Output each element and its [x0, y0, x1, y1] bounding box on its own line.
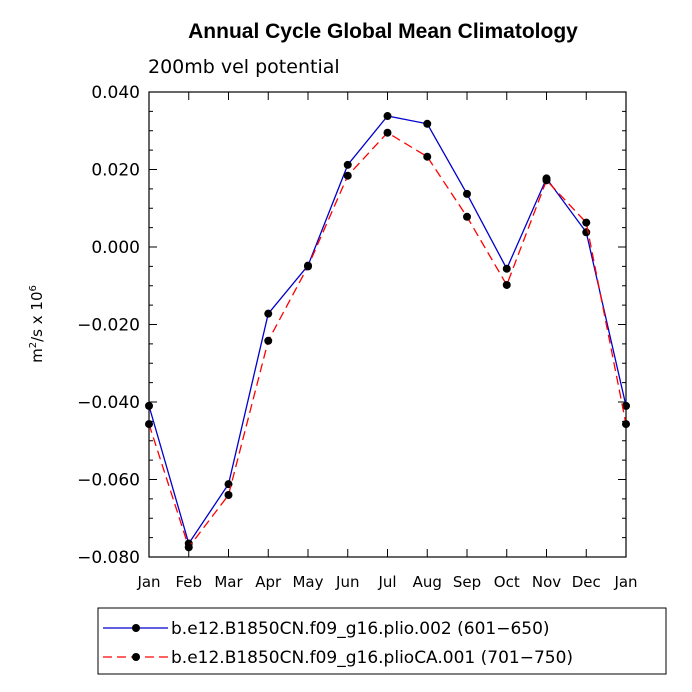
- x-tick-label: Aug: [413, 573, 442, 591]
- y-axis-label-exp1: 2: [28, 342, 39, 348]
- series-line-2: [148, 131, 627, 549]
- x-tick-label: Nov: [532, 573, 561, 591]
- legend-label-1: b.e12.B1850CN.f09_g16.plio.002 (601−650): [171, 619, 550, 639]
- series-2-point: [582, 218, 591, 227]
- x-tick-label: Jan: [136, 573, 160, 591]
- legend-box: [97, 607, 667, 675]
- series-1-point: [224, 480, 233, 489]
- series-1-point: [383, 112, 392, 121]
- chart-subtitle: 200mb vel potential: [148, 56, 340, 78]
- legend-label-2: b.e12.B1850CN.f09_g16.plioCA.001 (701−75…: [171, 648, 573, 668]
- chart-title: Annual Cycle Global Mean Climatology: [188, 20, 578, 43]
- x-tick-label: May: [292, 573, 323, 591]
- y-axis-label-exp2: 6: [28, 285, 39, 291]
- series-1-point: [423, 119, 432, 128]
- series-2-point: [145, 420, 153, 429]
- plot-frame: [148, 91, 627, 558]
- legend-marker-2: [132, 653, 140, 661]
- series-2-point: [343, 171, 352, 180]
- series-line-1: [148, 115, 627, 545]
- x-tick-label: Oct: [494, 573, 520, 591]
- series-2-point: [542, 176, 551, 185]
- x-tick-label: Sep: [453, 573, 481, 591]
- y-axis-label-mid: /s x 10: [28, 292, 46, 342]
- y-tick-label: 0.000: [91, 238, 140, 258]
- series-1-point: [145, 401, 153, 410]
- series-2-point: [463, 212, 471, 221]
- y-tick-label: −0.020: [77, 316, 140, 336]
- series-1-point: [582, 228, 591, 237]
- series-2-point: [224, 491, 233, 499]
- x-tick-label: Feb: [175, 573, 202, 591]
- series-1-point: [622, 401, 630, 410]
- series-2-point: [423, 152, 432, 161]
- series-2-point: [184, 543, 193, 552]
- y-tick-label: 0.040: [91, 83, 140, 103]
- series-1-point: [463, 189, 471, 198]
- x-tick-label: Jan: [613, 573, 637, 591]
- y-tick-label: −0.080: [77, 548, 140, 568]
- series-1-point: [502, 264, 511, 273]
- series-1-point: [264, 309, 273, 318]
- legend: b.e12.B1850CN.f09_g16.plio.002 (601−650)…: [97, 607, 667, 675]
- x-tick-label: Apr: [255, 573, 282, 591]
- x-tick-label: Mar: [214, 573, 243, 591]
- y-tick-label: −0.060: [77, 471, 140, 491]
- y-tick-label: −0.040: [77, 393, 140, 413]
- series-2-point: [502, 280, 511, 289]
- series-1-point: [343, 160, 352, 169]
- x-tick-label: Jul: [377, 573, 396, 591]
- y-axis-label: m2/s x 106: [28, 285, 46, 363]
- series-2-point: [304, 262, 312, 271]
- series-2-point: [264, 336, 273, 345]
- legend-marker-1: [132, 624, 140, 632]
- series-2-point: [383, 128, 392, 137]
- x-tick-label: Dec: [572, 573, 601, 591]
- y-tick-label: 0.020: [91, 161, 140, 181]
- plot-area: 0.040 0.020 0.000 −0.020 −0.040 −0.060 −0.080 J…: [77, 83, 637, 591]
- y-axis-label-base: m: [28, 348, 46, 363]
- series-2-point: [622, 420, 630, 429]
- x-tick-label: Jun: [335, 573, 359, 591]
